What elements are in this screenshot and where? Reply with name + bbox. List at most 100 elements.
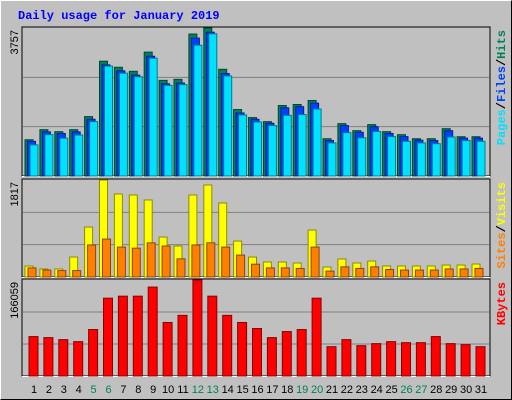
bar [103, 297, 113, 377]
bar [116, 246, 126, 278]
bar [476, 140, 486, 177]
bar [177, 314, 188, 377]
bar [312, 108, 322, 177]
x-tick-label: 2 [46, 384, 52, 396]
bar [192, 279, 203, 377]
bar [133, 76, 143, 177]
legend-entry: Pages [495, 109, 509, 145]
bar [444, 268, 454, 278]
bar [401, 342, 411, 377]
bar [72, 270, 82, 278]
bar [27, 267, 37, 278]
bar [327, 142, 337, 177]
x-tick-label: 17 [266, 384, 278, 396]
bar [474, 267, 484, 278]
x-tick-label: 26 [400, 384, 412, 396]
x-tick-label: 1 [31, 384, 37, 396]
legend-entry: KBytes [495, 282, 509, 325]
bar [221, 246, 231, 278]
bar [208, 33, 218, 177]
x-tick-label: 20 [311, 384, 323, 396]
bar [341, 339, 352, 377]
bar [251, 263, 260, 278]
bar [176, 258, 186, 278]
bar [340, 266, 350, 278]
x-tick-label: 13 [207, 384, 219, 396]
bar [265, 267, 275, 278]
bar [161, 245, 171, 278]
bar [325, 270, 335, 278]
bar [104, 65, 113, 177]
x-tick-label: 5 [91, 384, 97, 396]
bar [163, 84, 173, 177]
bar [148, 57, 158, 177]
x-tick-label: 8 [135, 384, 141, 396]
bar [387, 136, 397, 177]
x-tick-label: 21 [326, 384, 338, 396]
x-tick-label: 28 [430, 384, 442, 396]
bar [88, 329, 99, 377]
bar [281, 331, 292, 377]
x-tick-label: 11 [177, 384, 188, 396]
x-tick-label: 16 [251, 384, 263, 396]
bar [297, 114, 307, 177]
x-tick-label: 27 [415, 384, 427, 396]
legend: Pages/Files/Hits [495, 30, 509, 145]
bar [386, 341, 397, 377]
legend-entry: Files [495, 66, 509, 102]
y-max-label: 3757 [9, 30, 21, 54]
bar [253, 121, 262, 177]
bar [73, 341, 84, 377]
bar [296, 329, 307, 377]
bar [311, 297, 322, 377]
bar [44, 134, 54, 177]
bar [131, 247, 141, 278]
bar [118, 72, 128, 177]
bar [372, 130, 382, 177]
bar [207, 295, 218, 377]
bar [431, 143, 441, 177]
bar [223, 75, 233, 177]
bar [445, 343, 456, 377]
x-tick-label: 19 [296, 384, 308, 396]
x-tick-label: 15 [236, 384, 248, 396]
bar [206, 242, 216, 278]
bar [430, 336, 441, 377]
legend: Sites/Visits [495, 182, 509, 268]
x-tick-label: 30 [460, 384, 472, 396]
x-tick-label: 4 [76, 384, 82, 396]
x-tick-label: 18 [281, 384, 293, 396]
x-tick-label: 22 [341, 384, 353, 396]
x-tick-label: 14 [222, 384, 234, 396]
bar [461, 140, 471, 177]
bar [162, 321, 173, 377]
bar [295, 267, 305, 278]
bar [355, 267, 365, 278]
bar [280, 267, 290, 278]
bar [102, 238, 111, 278]
bar [59, 137, 69, 177]
bar [178, 84, 188, 177]
bar [459, 268, 469, 278]
legend-entry: Visits [495, 182, 509, 225]
bar [460, 344, 471, 377]
bar [252, 328, 262, 377]
x-tick-label: 9 [150, 384, 156, 396]
bar [147, 286, 158, 377]
bar [429, 269, 439, 278]
bar [222, 314, 233, 377]
bar [282, 114, 292, 177]
bar [371, 343, 382, 377]
bar [402, 140, 411, 177]
bar [146, 242, 156, 278]
bar [266, 337, 277, 377]
legend-separator: / [495, 225, 509, 232]
bar [400, 269, 409, 278]
legend-entry: Hits [495, 30, 509, 59]
legend-separator: / [495, 59, 509, 66]
x-tick-label: 7 [120, 384, 126, 396]
bar [326, 346, 337, 377]
y-max-label: 1817 [9, 182, 21, 206]
x-tick-label: 6 [105, 384, 111, 396]
